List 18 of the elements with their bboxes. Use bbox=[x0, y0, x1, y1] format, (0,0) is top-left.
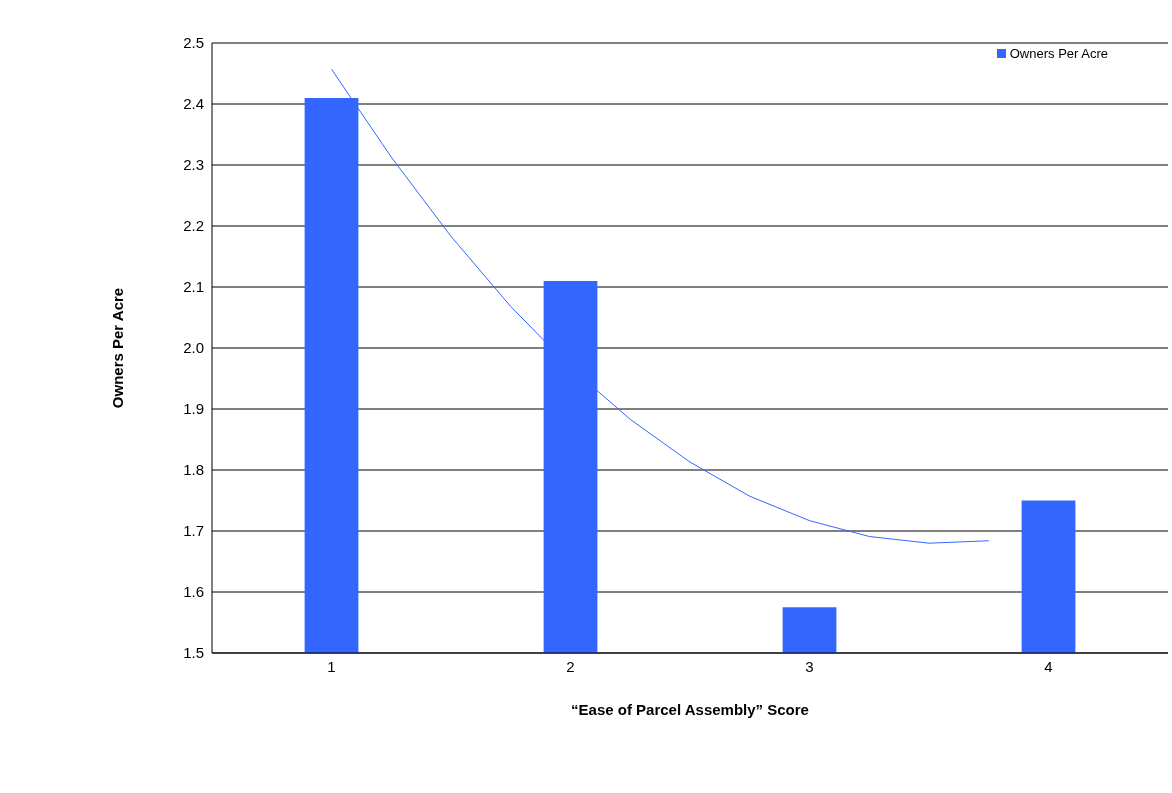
y-tick-label: 2.1 bbox=[183, 278, 204, 296]
x-tick-label: 1 bbox=[327, 657, 336, 675]
y-tick-label: 1.7 bbox=[183, 522, 204, 540]
y-tick-label: 2.3 bbox=[183, 156, 204, 174]
legend-label: Owners Per Acre bbox=[1009, 46, 1108, 61]
y-tick-label: 2.4 bbox=[183, 95, 204, 113]
x-axis-title: “Ease of Parcel Assembly” Score bbox=[571, 701, 809, 718]
y-tick-label: 1.6 bbox=[183, 583, 204, 601]
y-tick-label: 1.9 bbox=[183, 400, 204, 418]
x-tick-label: 4 bbox=[1044, 657, 1053, 675]
x-tick-label: 2 bbox=[566, 657, 575, 675]
y-tick-label: 1.8 bbox=[183, 461, 204, 479]
x-tick-label: 3 bbox=[805, 657, 814, 675]
y-tick-label: 2.2 bbox=[183, 217, 204, 235]
y-tick-label: 2.0 bbox=[183, 339, 204, 357]
y-tick-label: 1.5 bbox=[183, 644, 204, 662]
y-axis-title: Owners Per Acre bbox=[109, 287, 127, 409]
y-tick-label: 2.5 bbox=[183, 34, 204, 52]
